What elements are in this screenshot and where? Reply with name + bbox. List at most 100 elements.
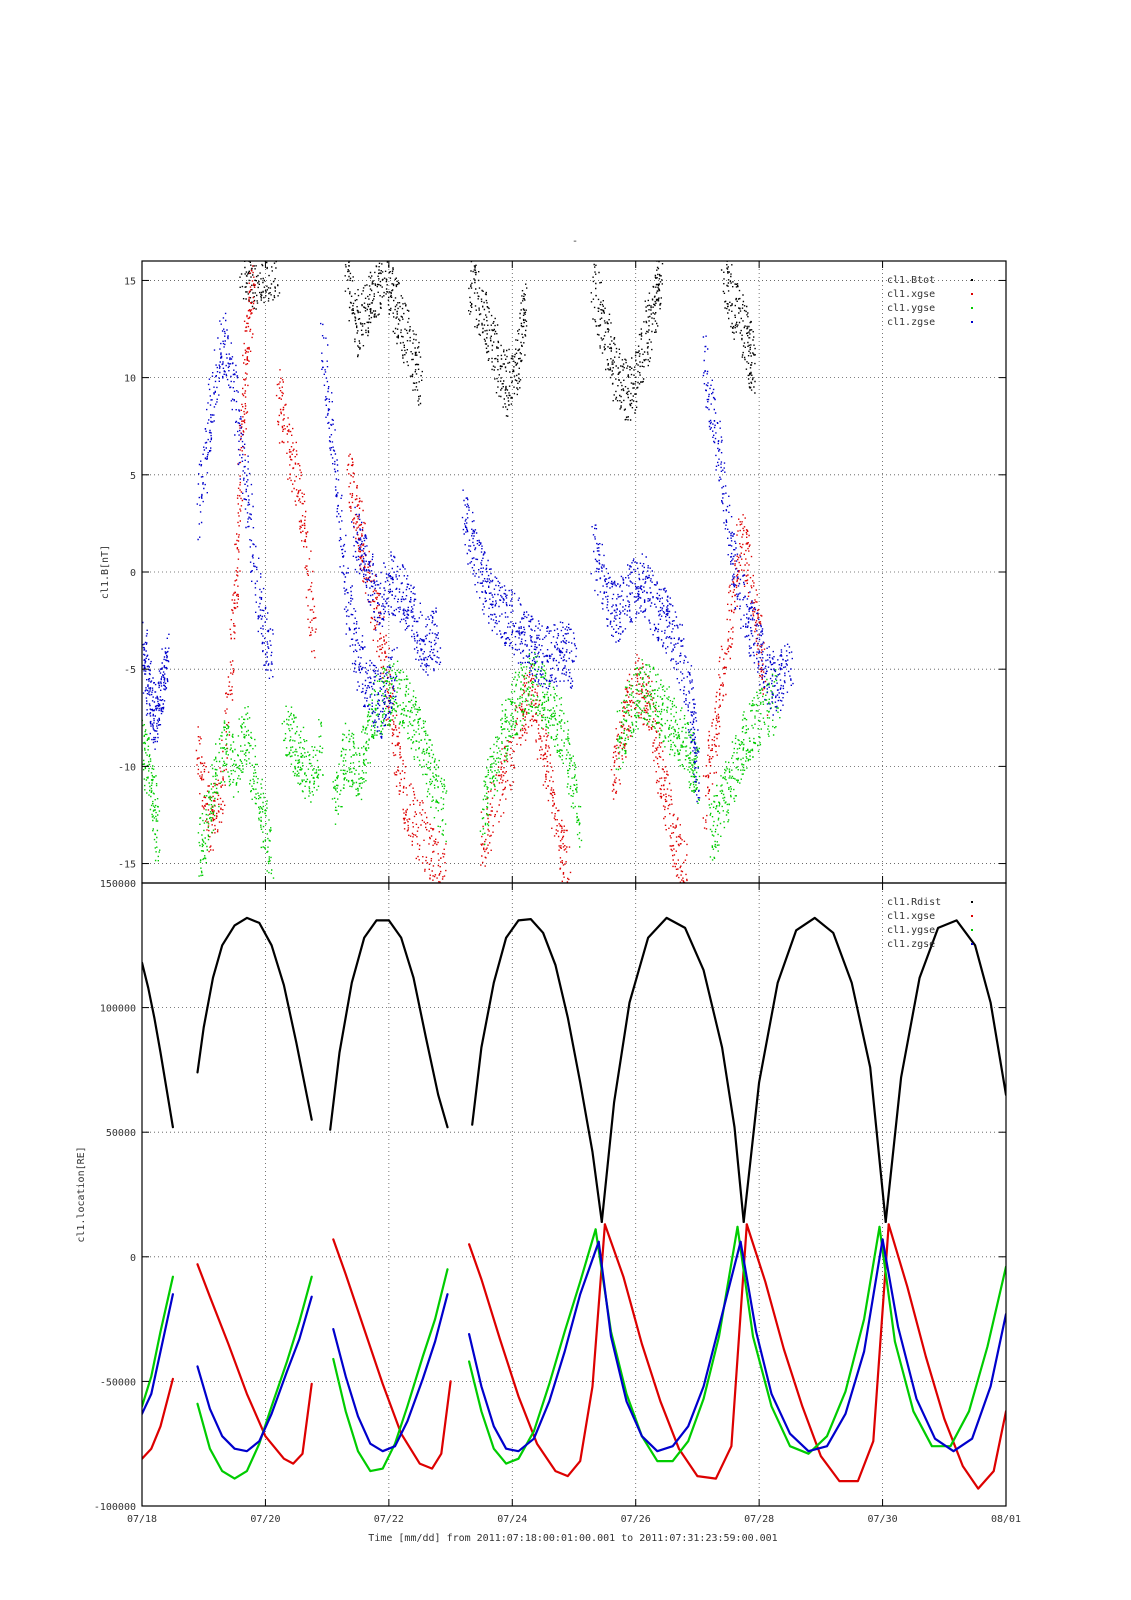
series-line-segment bbox=[603, 1223, 748, 1480]
legend-label: cl1.ygse bbox=[887, 925, 935, 936]
series-line-segment bbox=[468, 1223, 606, 1478]
series-point-cluster bbox=[708, 669, 781, 861]
series-line-segment bbox=[329, 919, 449, 1131]
series-point-cluster bbox=[461, 489, 578, 690]
loc-legend: cl1.Rdist cl1.xgse cl1.ygse cl1.zgse bbox=[887, 897, 973, 950]
series-point-cluster bbox=[281, 705, 324, 803]
series-line-segment bbox=[742, 916, 887, 1223]
location-panel: -100000 -50000 0 50000 100000 150000 07/18 07/2… bbox=[76, 879, 1021, 1525]
series-point-cluster bbox=[344, 261, 423, 406]
series-line-segment bbox=[196, 916, 313, 1121]
b-y-tick-label: -5 bbox=[124, 665, 136, 676]
series-line-segment bbox=[594, 1225, 739, 1463]
loc-grid bbox=[142, 883, 1006, 1506]
series-line-segment bbox=[745, 1223, 890, 1483]
series-line-segment bbox=[739, 1238, 884, 1453]
x-tick-label: 07/22 bbox=[374, 1514, 404, 1525]
series-cl1-ygse bbox=[142, 651, 781, 879]
legend-label: cl1.Rdist bbox=[887, 897, 941, 908]
loc-y-tick-label: -100000 bbox=[94, 1502, 136, 1513]
x-tick-label: 07/20 bbox=[250, 1514, 280, 1525]
series-point-cluster bbox=[479, 651, 583, 848]
series-point-cluster bbox=[331, 660, 448, 843]
series-point-cluster bbox=[142, 621, 170, 750]
b-grid bbox=[142, 261, 1006, 883]
series-point-cluster bbox=[590, 524, 701, 803]
series-point-cluster bbox=[615, 659, 701, 804]
legend-label: cl1.ygse bbox=[887, 303, 935, 314]
series-line-segment bbox=[878, 1225, 1006, 1448]
x-axis-label: Time [mm/dd] from 2011:07:18:00:01:00.00… bbox=[368, 1533, 777, 1544]
loc-y-axis: -100000 -50000 0 50000 100000 150000 bbox=[94, 879, 1006, 1513]
x-tick-label: 07/28 bbox=[744, 1514, 774, 1525]
series-line-segment bbox=[597, 1240, 742, 1453]
magnetic-field-panel: -15-10-5051015cl1.B[nT]cl1.Btotcl1.xgsec… bbox=[100, 260, 1007, 884]
x-tick-label: 07/24 bbox=[497, 1514, 527, 1525]
loc-y-tick-label: 100000 bbox=[100, 1004, 136, 1015]
loc-y-axis-label: cl1.location[RE] bbox=[76, 1146, 87, 1242]
page-title: - bbox=[572, 236, 578, 247]
series-point-cluster bbox=[275, 369, 317, 659]
b-plot-area bbox=[142, 261, 794, 883]
b-y-axis: -15 -10 -5 0 5 10 15 bbox=[118, 276, 1006, 871]
legend-swatch bbox=[971, 307, 973, 309]
series-line-segment bbox=[468, 1240, 600, 1453]
series-line-segment bbox=[142, 1293, 174, 1415]
series-line-segment bbox=[332, 1293, 449, 1453]
loc-plot-area bbox=[142, 916, 1006, 1490]
b-legend: cl1.Btot cl1.xgse cl1.ygse cl1.zgse bbox=[887, 275, 973, 328]
legend-swatch bbox=[971, 901, 973, 903]
b-y-axis-label: cl1.B[nT] bbox=[100, 545, 111, 599]
series-point-cluster bbox=[196, 312, 274, 679]
x-tick-label: 07/30 bbox=[868, 1514, 898, 1525]
legend-label: cl1.xgse bbox=[887, 911, 935, 922]
b-y-tick-label: 15 bbox=[124, 276, 136, 287]
legend-swatch bbox=[971, 929, 973, 931]
legend-label: cl1.zgse bbox=[887, 939, 935, 950]
b-x-axis bbox=[141, 261, 1007, 883]
series-cl1-Rdist bbox=[142, 916, 1006, 1223]
loc-x-axis: 07/18 07/20 07/22 07/24 07/26 07/28 07/30 08/01 bbox=[127, 883, 1021, 1525]
legend-label: cl1.xgse bbox=[887, 289, 935, 300]
series-line-segment bbox=[600, 916, 745, 1223]
series-cl1-xgse bbox=[142, 1223, 1006, 1490]
series-line-segment bbox=[332, 1268, 449, 1473]
series-line-segment bbox=[881, 1238, 1006, 1453]
legend-swatch bbox=[971, 321, 973, 323]
legend-swatch bbox=[971, 293, 973, 295]
series-line-segment bbox=[142, 1377, 174, 1460]
x-tick-label: 07/26 bbox=[621, 1514, 651, 1525]
series-point-cluster bbox=[590, 261, 664, 421]
b-y-tick-label: -10 bbox=[118, 762, 136, 773]
series-line-segment bbox=[471, 918, 603, 1223]
series-line-segment bbox=[196, 1263, 313, 1465]
series-point-cluster bbox=[142, 719, 161, 862]
legend-label: cl1.Btot bbox=[887, 275, 935, 286]
series-cl1-xgse bbox=[195, 265, 769, 883]
loc-y-tick-label: 150000 bbox=[100, 879, 136, 890]
b-y-tick-label: 5 bbox=[130, 471, 136, 482]
loc-y-tick-label: 50000 bbox=[106, 1128, 136, 1139]
loc-y-tick-label: -50000 bbox=[100, 1377, 136, 1388]
x-tick-label: 08/01 bbox=[991, 1514, 1021, 1525]
series-point-cluster bbox=[351, 506, 442, 676]
legend-swatch bbox=[971, 943, 973, 945]
legend-label: cl1.zgse bbox=[887, 317, 935, 328]
b-y-tick-label: 0 bbox=[130, 568, 136, 579]
loc-y-tick-label: 0 bbox=[130, 1253, 136, 1264]
series-line-segment bbox=[736, 1225, 881, 1455]
series-cl1-zgse bbox=[142, 1238, 1006, 1453]
loc-plot-frame bbox=[141, 882, 1007, 1507]
series-line-segment bbox=[884, 919, 1006, 1223]
b-y-tick-label: -15 bbox=[118, 860, 136, 871]
legend-swatch bbox=[971, 279, 973, 281]
series-line-segment bbox=[196, 1275, 313, 1480]
series-point-cluster bbox=[197, 706, 275, 879]
series-cl1-zgse bbox=[142, 312, 794, 803]
series-line-segment bbox=[142, 961, 174, 1129]
series-line-segment bbox=[142, 1275, 174, 1408]
legend-swatch bbox=[971, 915, 973, 917]
series-point-cluster bbox=[480, 663, 572, 883]
